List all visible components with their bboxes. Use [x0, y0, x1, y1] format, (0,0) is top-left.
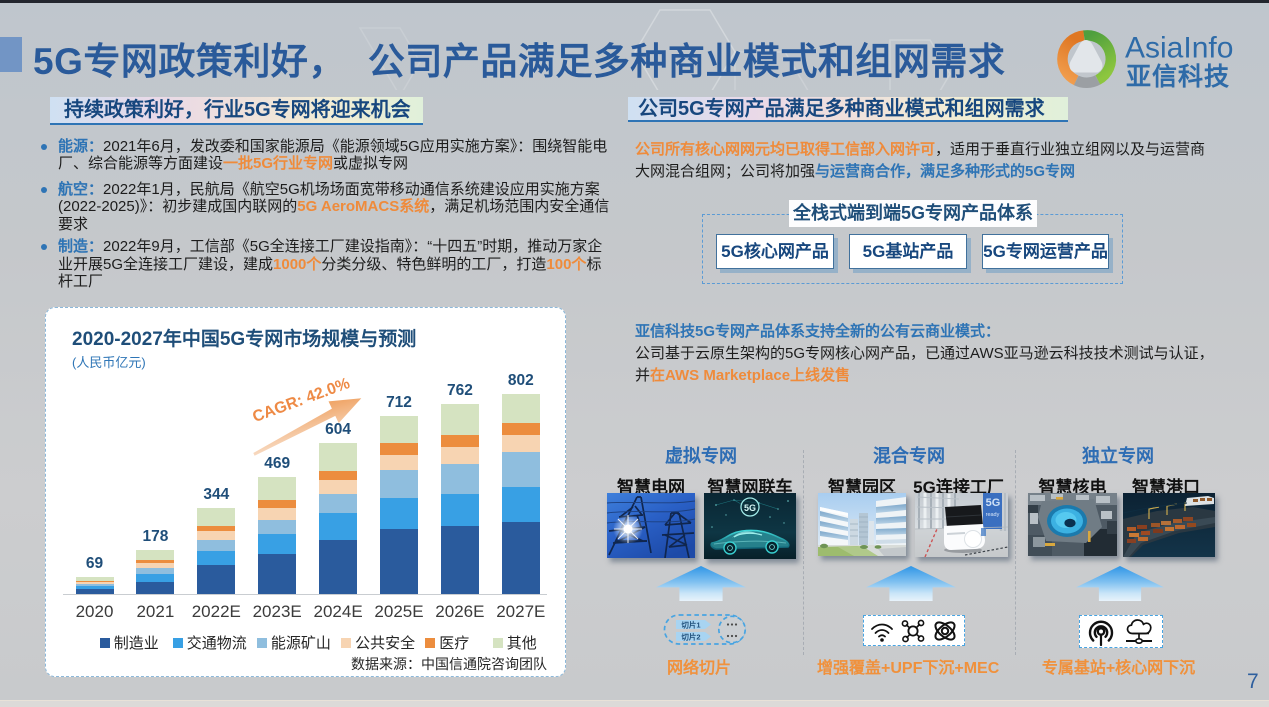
svg-text:ready: ready: [986, 512, 1000, 518]
svg-text:切片1: 切片1: [681, 619, 700, 629]
svg-text:5G: 5G: [986, 497, 1001, 509]
svg-text:5G: 5G: [744, 503, 756, 513]
svg-text:亚信科技: 亚信科技: [1126, 63, 1230, 90]
svg-text:AsiaInfo: AsiaInfo: [1125, 32, 1233, 65]
svg-text:切片2: 切片2: [681, 631, 700, 641]
